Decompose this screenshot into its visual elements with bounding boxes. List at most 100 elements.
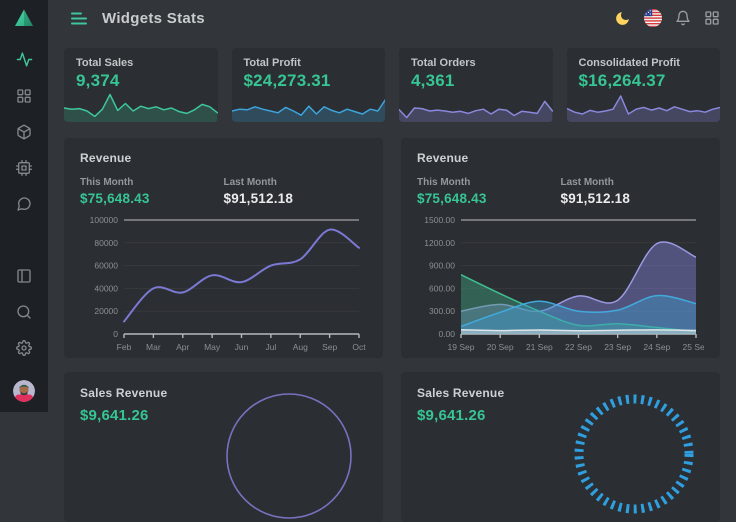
theme-toggle-button[interactable] — [614, 10, 631, 27]
menu-toggle-button[interactable] — [70, 11, 88, 26]
card-title: Sales Revenue — [80, 386, 168, 400]
svg-text:600.00: 600.00 — [429, 283, 455, 293]
svg-text:1200.00: 1200.00 — [424, 238, 455, 248]
revenue-stats: This Month $75,648.43 Last Month $91,512… — [417, 177, 704, 206]
consolidated-profit-sparkline — [566, 95, 720, 122]
stat-card-label: Total Sales — [76, 57, 134, 69]
svg-text:22 Sep: 22 Sep — [565, 342, 592, 352]
svg-text:21 Sep: 21 Sep — [526, 342, 553, 352]
svg-text:60000: 60000 — [94, 261, 118, 271]
svg-text:Oct: Oct — [352, 342, 366, 352]
stat-card-label: Total Orders — [411, 57, 476, 69]
sidebar-item-dashboard[interactable] — [14, 86, 34, 106]
app-logo[interactable] — [13, 7, 35, 29]
sidebar-item-activity[interactable] — [14, 49, 35, 70]
this-month-group: This Month $75,648.43 — [417, 177, 561, 206]
grid-icon — [17, 89, 31, 103]
this-month-label: This Month — [417, 177, 471, 188]
card-title: Sales Revenue — [417, 386, 505, 400]
sales-revenue-card-right: Sales Revenue $9,641.26 — [401, 372, 720, 522]
svg-text:300.00: 300.00 — [429, 306, 455, 316]
revenue-area-chart: 0.00 300.00 600.00 900.00 1200.00 1500.00 19 S… — [424, 215, 704, 352]
cpu-icon — [16, 160, 32, 176]
sales-revenue-card-left: Sales Revenue $9,641.26 — [64, 372, 383, 522]
page-title: Widgets Stats — [102, 9, 205, 27]
stat-card-label: Total Profit — [243, 57, 301, 69]
sidebar-item-layout[interactable] — [14, 266, 34, 286]
apps-grid-button[interactable] — [704, 10, 720, 26]
sidebar-item-settings[interactable] — [14, 338, 34, 358]
header-actions — [614, 9, 720, 27]
top-header: Widgets Stats — [48, 0, 736, 36]
sales-gauge-ticks — [574, 394, 694, 514]
svg-text:100000: 100000 — [90, 215, 119, 225]
gear-icon — [16, 340, 32, 356]
notifications-button[interactable] — [675, 10, 691, 26]
svg-text:Mar: Mar — [146, 342, 161, 352]
revenue-line-chart: 0 20000 40000 60000 80000 100000 Feb Mar Apr May J… — [90, 215, 367, 352]
last-month-value: $91,512.18 — [560, 191, 631, 206]
svg-text:Sep: Sep — [322, 342, 337, 352]
svg-text:20000: 20000 — [94, 306, 118, 316]
svg-text:1500.00: 1500.00 — [424, 215, 455, 225]
svg-text:May: May — [204, 342, 221, 352]
language-flag-button[interactable] — [644, 9, 662, 27]
this-month-value: $75,648.43 — [417, 191, 487, 206]
revenue-card-monthly: Revenue This Month $75,648.43 Last Month… — [64, 138, 383, 358]
sidebar-item-search[interactable] — [14, 302, 34, 322]
sidebar-item-messages[interactable] — [14, 194, 34, 214]
search-icon — [17, 305, 31, 319]
sidebar-nav-bottom — [13, 266, 35, 402]
stat-card-value: $16,264.37 — [578, 71, 666, 90]
stat-card-total-sales: Total Sales 9,374 — [64, 48, 218, 122]
package-box-icon — [17, 124, 31, 140]
activity-icon — [16, 52, 32, 67]
stat-card-value: 9,374 — [76, 71, 120, 90]
avatar-image — [13, 380, 35, 402]
moon-icon — [616, 11, 629, 25]
card-title: Revenue — [417, 151, 469, 165]
svg-text:Feb: Feb — [117, 342, 132, 352]
stat-card-value: $24,273.31 — [243, 71, 331, 90]
svg-text:80000: 80000 — [94, 238, 118, 248]
layout-sidebar-icon — [17, 269, 31, 283]
last-month-group: Last Month $91,512.18 — [561, 177, 705, 206]
total-sales-sparkline — [64, 93, 218, 122]
svg-text:40000: 40000 — [94, 283, 118, 293]
sidebar-nav-top — [14, 49, 35, 214]
svg-text:Jun: Jun — [235, 342, 249, 352]
hamburger-icon — [71, 12, 87, 24]
user-avatar[interactable] — [13, 380, 35, 402]
svg-text:Jul: Jul — [265, 342, 276, 352]
last-month-label: Last Month — [223, 177, 277, 188]
stat-card-consolidated-profit: Consolidated Profit $16,264.37 — [566, 48, 720, 122]
total-profit-sparkline — [231, 98, 385, 122]
last-month-value: $91,512.18 — [223, 191, 294, 206]
svg-text:900.00: 900.00 — [429, 261, 455, 271]
this-month-group: This Month $75,648.43 — [80, 177, 224, 206]
this-month-label: This Month — [80, 177, 134, 188]
revenue-row: Revenue This Month $75,648.43 Last Month… — [64, 138, 720, 358]
svg-text:23 Sep: 23 Sep — [604, 342, 631, 352]
this-month-value: $75,648.43 — [80, 191, 150, 206]
card-title: Revenue — [80, 151, 132, 165]
stat-card-label: Consolidated Profit — [578, 57, 680, 69]
svg-text:Apr: Apr — [176, 342, 189, 352]
us-flag-icon — [644, 9, 662, 27]
sidebar-item-packages[interactable] — [14, 122, 34, 142]
stat-card-value: 4,361 — [411, 71, 455, 90]
revenue-card-daily: Revenue This Month $75,648.43 Last Month… — [401, 138, 720, 358]
logo-triangle-icon — [15, 9, 33, 26]
svg-text:20 Sep: 20 Sep — [487, 342, 514, 352]
svg-text:25 Sep: 25 Sep — [683, 342, 704, 352]
svg-text:19 Sep: 19 Sep — [448, 342, 475, 352]
stats-row: Total Sales 9,374 Total Profit $24,273.3… — [64, 48, 720, 122]
total-orders-sparkline — [399, 100, 553, 122]
sidebar-item-system[interactable] — [14, 158, 34, 178]
sidebar — [0, 0, 48, 412]
chat-bubble-icon — [17, 197, 31, 211]
revenue-stats: This Month $75,648.43 Last Month $91,512… — [80, 177, 367, 206]
svg-text:24 Sep: 24 Sep — [643, 342, 670, 352]
svg-text:0: 0 — [113, 329, 118, 339]
svg-text:0.00: 0.00 — [438, 329, 455, 339]
